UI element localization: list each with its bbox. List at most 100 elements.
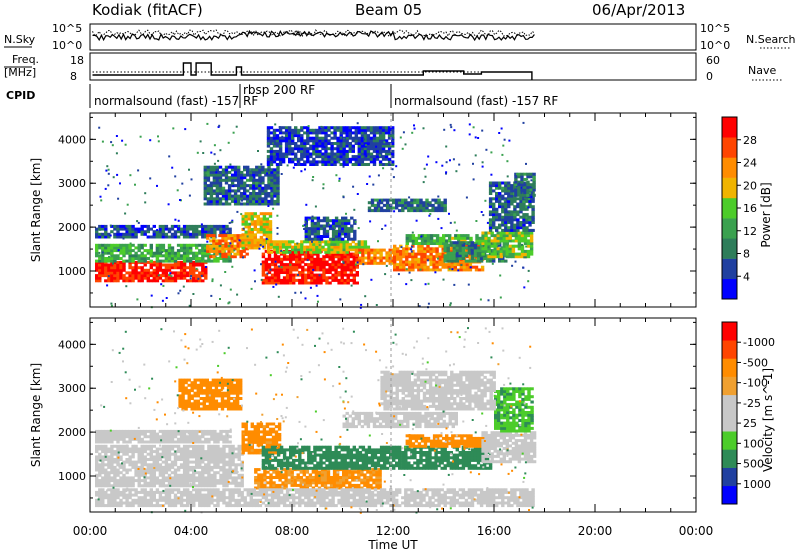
heatmap-cell — [381, 139, 386, 143]
heatmap-cell — [125, 471, 129, 475]
heatmap-cell — [346, 273, 350, 277]
heatmap-cell — [272, 152, 277, 156]
heatmap-cell — [152, 260, 156, 264]
scatter-point — [425, 163, 428, 166]
heatmap-cell — [104, 479, 108, 483]
scatter-point — [530, 179, 533, 182]
heatmap-cell — [215, 165, 220, 169]
heatmap-cell — [146, 481, 150, 485]
heatmap-cell — [179, 260, 184, 264]
heatmap-cell — [387, 131, 392, 135]
heatmap-cell — [101, 458, 105, 461]
heatmap-cell — [496, 255, 500, 259]
heatmap-cell — [313, 216, 318, 220]
heatmap-cell — [375, 149, 380, 153]
heatmap-cell — [218, 199, 223, 203]
heatmap-cell — [214, 402, 219, 406]
heatmap-cell — [116, 263, 120, 267]
heatmap-cell — [192, 455, 196, 459]
heatmap-cell — [375, 139, 380, 143]
heatmap-cell — [164, 476, 169, 480]
heatmap-cell — [189, 266, 193, 270]
heatmap-cell — [119, 260, 123, 264]
scatter-point — [384, 224, 387, 227]
scatter-point — [437, 195, 440, 198]
heatmap-cell — [333, 155, 337, 159]
heatmap-cell — [502, 231, 506, 235]
heatmap-cell — [328, 224, 333, 228]
heatmap-cell — [372, 155, 377, 159]
heatmap-cell — [228, 468, 232, 472]
heatmap-cell — [101, 263, 105, 267]
heatmap-cell — [372, 142, 377, 145]
heatmap-cell — [187, 404, 191, 408]
heatmap-cell — [140, 268, 144, 272]
heatmap-cell — [234, 455, 238, 459]
heatmap-cell — [312, 250, 316, 254]
heatmap-cell — [464, 246, 469, 250]
heatmap-cell — [269, 142, 274, 145]
heatmap-cell — [282, 252, 287, 256]
heatmap-cell — [110, 455, 114, 459]
heatmap-cell — [131, 450, 135, 454]
heatmap-cell — [140, 463, 144, 467]
heatmap-cell — [233, 189, 238, 193]
heatmap-cell — [300, 250, 304, 254]
scatter-point — [249, 168, 252, 171]
heatmap-cell — [212, 197, 217, 201]
heatmap-cell — [267, 186, 271, 190]
heatmap-cell — [379, 256, 383, 260]
heatmap-cell — [396, 265, 400, 269]
heatmap-cell — [161, 243, 166, 247]
heatmap-cell — [361, 248, 365, 252]
heatmap-cell — [279, 252, 284, 256]
heatmap-cell — [143, 224, 147, 228]
heatmap-cell — [190, 397, 194, 400]
heatmap-cell — [294, 242, 298, 246]
heatmap-cell — [195, 435, 199, 439]
heatmap-cell — [98, 263, 102, 267]
heatmap-cell — [210, 473, 214, 477]
heatmap-cell — [276, 170, 280, 174]
heatmap-cell — [104, 224, 108, 228]
heatmap-cell — [315, 242, 319, 246]
scatter-point — [322, 183, 325, 186]
heatmap-cell — [131, 437, 135, 441]
heatmap-cell — [241, 246, 245, 250]
heatmap-cell — [215, 239, 219, 243]
heatmap-cell — [233, 170, 238, 174]
scatter-point — [452, 158, 455, 161]
heatmap-cell — [137, 450, 141, 454]
heatmap-cell — [176, 271, 181, 275]
heatmap-cell — [464, 254, 469, 258]
heatmap-cell — [276, 186, 280, 190]
heatmap-cell — [498, 192, 502, 195]
scatter-point — [110, 304, 113, 307]
heatmap-cell — [275, 245, 280, 249]
heatmap-cell — [507, 197, 511, 201]
heatmap-cell — [149, 227, 153, 231]
scatter-point — [427, 282, 430, 285]
heatmap-cell — [327, 134, 331, 138]
heatmap-cell — [202, 399, 206, 403]
heatmap-cell — [265, 228, 270, 231]
heatmap-cell — [228, 429, 232, 433]
heatmap-cell — [304, 281, 308, 285]
heatmap-cell — [218, 192, 223, 195]
heatmap-cell — [170, 460, 175, 464]
heatmap-cell — [367, 261, 371, 265]
heatmap-cell — [113, 279, 117, 283]
heatmap-cell — [186, 271, 190, 275]
heatmap-cell — [158, 471, 163, 475]
scatter-point — [242, 256, 244, 259]
heatmap-cell — [267, 252, 272, 256]
heatmap-cell — [322, 257, 326, 261]
colorbar-tick-label: 8 — [743, 248, 750, 261]
heatmap-cell — [456, 263, 460, 267]
heatmap-cell — [514, 183, 518, 187]
heatmap-cell — [173, 276, 178, 280]
heatmap-cell — [110, 274, 114, 278]
heatmap-cell — [517, 234, 522, 238]
heatmap-cell — [231, 450, 235, 454]
heatmap-cell — [416, 198, 420, 202]
